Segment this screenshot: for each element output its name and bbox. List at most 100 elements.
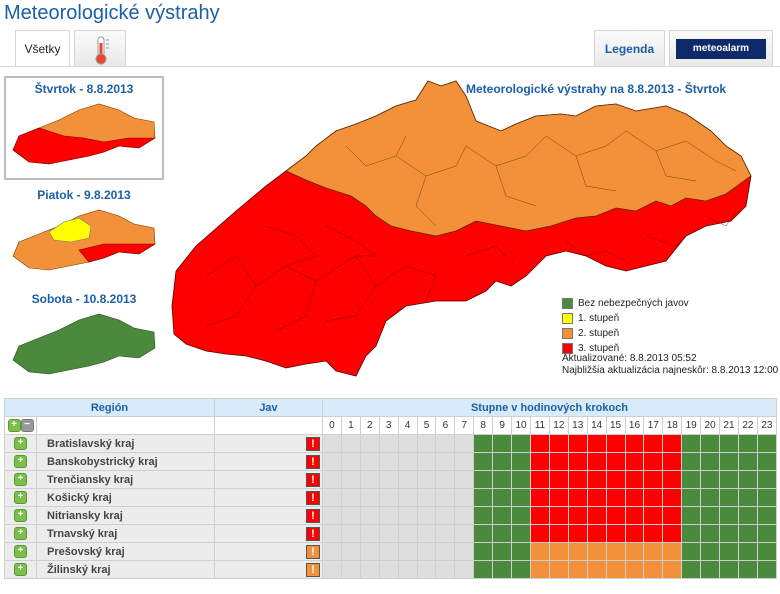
- hour-label: 23: [756, 416, 778, 435]
- region-row[interactable]: + Bratislavský kraj!: [4, 434, 778, 453]
- hour-level-cell: [416, 506, 437, 525]
- map-legend: Bez nebezpečných javov 1. stupeň 2. stup…: [562, 296, 689, 356]
- tab-meteoalarm[interactable]: meteoalarm: [669, 30, 773, 66]
- region-name: Banskobystrický kraj: [36, 452, 215, 471]
- hour-level-cell: [340, 560, 361, 579]
- warning-icon[interactable]: !: [306, 490, 320, 505]
- hour-level-cell: [737, 506, 758, 525]
- hour-level-cell: [756, 560, 778, 579]
- hour-level-cell: [378, 434, 399, 453]
- warning-icon[interactable]: !: [306, 436, 320, 451]
- hour-label: 0: [322, 416, 342, 435]
- expand-icon[interactable]: +: [14, 509, 27, 522]
- hour-level-cell: [586, 488, 607, 507]
- hour-level-cell: [586, 470, 607, 489]
- warning-icon[interactable]: !: [306, 472, 320, 487]
- hour-level-cell: [340, 524, 361, 543]
- thermometer-icon: [95, 36, 109, 65]
- hour-level-cell: [586, 560, 607, 579]
- expand-all-button[interactable]: +: [7, 419, 21, 432]
- hour-level-cell: [473, 542, 494, 561]
- hour-level-cell: [359, 488, 380, 507]
- expand-icon[interactable]: +: [14, 545, 27, 558]
- hour-level-cell: [378, 470, 399, 489]
- thumbnail-map: [12, 209, 157, 271]
- expand-icon[interactable]: +: [14, 473, 27, 486]
- expand-icon[interactable]: +: [14, 527, 27, 540]
- hour-level-cell: [511, 488, 531, 507]
- hour-level-cell: [643, 488, 664, 507]
- hour-label: 4: [397, 416, 418, 435]
- hour-level-cell: [548, 452, 569, 471]
- hour-level-cell: [624, 524, 645, 543]
- page-title: Meteorologické výstrahy: [4, 2, 220, 24]
- tab-legend[interactable]: Legenda: [594, 30, 665, 66]
- hour-level-cell: [624, 542, 645, 561]
- expand-icon[interactable]: +: [14, 455, 27, 468]
- region-row[interactable]: + Košický kraj!: [4, 488, 778, 507]
- warnings-table: Región Jav Stupne v hodinových krokoch +…: [4, 398, 778, 579]
- region-row[interactable]: + Nitriansky kraj!: [4, 506, 778, 525]
- hour-label: 20: [700, 416, 721, 435]
- legend-item-none: Bez nebezpečných javov: [562, 296, 689, 311]
- hour-level-cell: [719, 488, 739, 507]
- warning-icon[interactable]: !: [306, 454, 320, 469]
- day-thumbnail-friday[interactable]: Piatok - 9.8.2013: [4, 184, 164, 282]
- region-row[interactable]: + Žilinský kraj!: [4, 560, 778, 579]
- day-thumbnail-saturday[interactable]: Sobota - 10.8.2013: [4, 288, 164, 384]
- hour-level-cell: [624, 470, 645, 489]
- hour-level-cell: [473, 506, 494, 525]
- tab-temperature[interactable]: [74, 30, 126, 66]
- expand-icon[interactable]: +: [14, 563, 27, 576]
- region-name: Bratislavský kraj: [36, 434, 215, 453]
- hour-label: 9: [492, 416, 513, 435]
- hour-level-cell: [340, 470, 361, 489]
- hour-level-cell: [435, 434, 456, 453]
- hour-level-cell: [681, 434, 702, 453]
- legend-item-level-3: 3. stupeň: [562, 341, 689, 356]
- region-row[interactable]: + Banskobystrický kraj!: [4, 452, 778, 471]
- region-row[interactable]: + Trnavský kraj!: [4, 524, 778, 543]
- legend-item-level-2: 2. stupeň: [562, 326, 689, 341]
- hour-level-cell: [435, 470, 456, 489]
- hour-level-cell: [737, 434, 758, 453]
- collapse-all-button[interactable]: −: [20, 419, 34, 432]
- day-thumbnail-thursday[interactable]: Štvrtok - 8.8.2013: [4, 76, 164, 180]
- tab-all[interactable]: Všetky: [15, 30, 70, 66]
- hour-level-cell: [737, 452, 758, 471]
- hour-level-cell: [473, 470, 494, 489]
- hour-level-cell: [473, 434, 494, 453]
- warning-icon[interactable]: !: [306, 544, 320, 559]
- expand-icon[interactable]: +: [14, 437, 27, 450]
- hour-level-cell: [454, 434, 475, 453]
- expand-collapse-all: + −: [4, 416, 37, 435]
- hour-level-cell: [397, 560, 418, 579]
- hour-level-cell: [567, 560, 588, 579]
- region-row[interactable]: + Prešovský kraj!: [4, 542, 778, 561]
- hour-level-cell: [737, 488, 758, 507]
- expand-icon[interactable]: +: [14, 491, 27, 504]
- warning-icon[interactable]: !: [306, 562, 320, 577]
- warning-icon[interactable]: !: [306, 508, 320, 523]
- hour-level-cell: [662, 434, 683, 453]
- hour-level-cell: [719, 542, 739, 561]
- region-name: Prešovský kraj: [36, 542, 215, 561]
- warning-map[interactable]: [166, 76, 760, 382]
- hour-level-cell: [548, 488, 569, 507]
- hour-label: 5: [416, 416, 437, 435]
- hour-level-cell: [435, 560, 456, 579]
- legend-item-level-1: 1. stupeň: [562, 311, 689, 326]
- hour-level-cell: [511, 506, 531, 525]
- hour-level-cell: [511, 452, 531, 471]
- hours-row: + − 0 1 2 3 4 5 6 7 8 9 10 11 12 13 14 15 16 17 18 19 20 21 22 2…: [4, 416, 778, 435]
- region-name: Žilinský kraj: [36, 560, 215, 579]
- hour-level-cell: [322, 434, 342, 453]
- hour-level-cell: [359, 524, 380, 543]
- hour-level-cell: [322, 560, 342, 579]
- region-row[interactable]: + Trenčiansky kraj!: [4, 470, 778, 489]
- hour-level-cell: [643, 452, 664, 471]
- legend-swatch: [562, 313, 573, 324]
- hour-level-cell: [435, 524, 456, 543]
- warning-icon[interactable]: !: [306, 526, 320, 541]
- hour-level-cell: [340, 542, 361, 561]
